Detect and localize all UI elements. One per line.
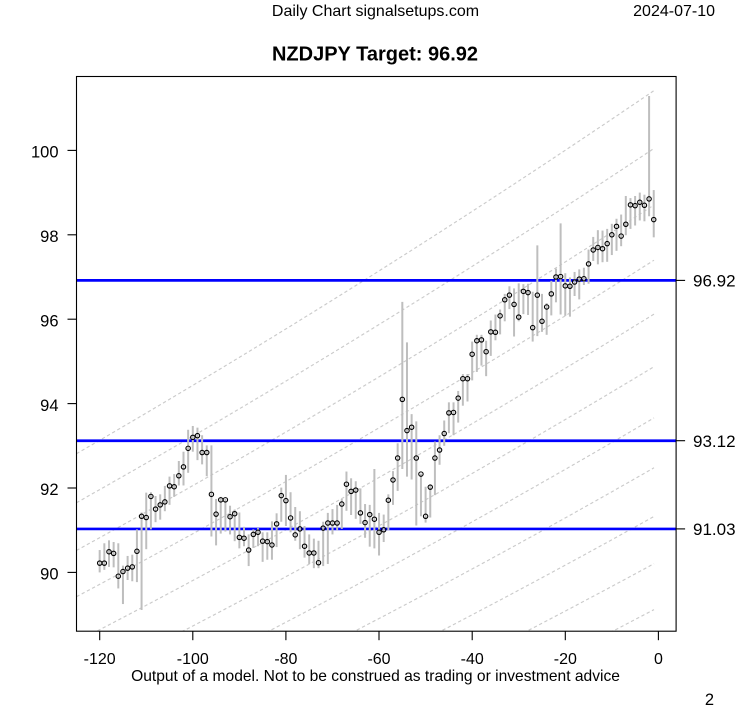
svg-text:-100: -100 xyxy=(177,651,209,668)
svg-text:92: 92 xyxy=(40,481,58,499)
svg-text:100: 100 xyxy=(31,144,59,162)
svg-text:2: 2 xyxy=(705,691,714,708)
svg-text:-120: -120 xyxy=(84,651,116,668)
svg-text:-80: -80 xyxy=(274,651,297,668)
svg-text:Daily Chart signalsetups.com: Daily Chart signalsetups.com xyxy=(272,3,479,20)
svg-text:-60: -60 xyxy=(367,651,390,668)
svg-text:94: 94 xyxy=(40,397,58,415)
svg-text:Output of a model. Not to be c: Output of a model. Not to be construed a… xyxy=(131,668,620,685)
svg-text:0: 0 xyxy=(654,651,663,668)
svg-text:96: 96 xyxy=(40,312,58,330)
svg-text:2024-07-10: 2024-07-10 xyxy=(633,3,715,20)
svg-text:93.12: 93.12 xyxy=(693,432,736,451)
svg-text:91.03: 91.03 xyxy=(693,520,736,539)
svg-text:-40: -40 xyxy=(461,651,484,668)
svg-text:98: 98 xyxy=(40,228,58,246)
svg-text:-20: -20 xyxy=(554,651,577,668)
svg-text:96.92: 96.92 xyxy=(693,272,736,291)
svg-text:NZDJPY Target: 96.92: NZDJPY Target: 96.92 xyxy=(272,44,478,66)
svg-text:90: 90 xyxy=(40,566,58,584)
